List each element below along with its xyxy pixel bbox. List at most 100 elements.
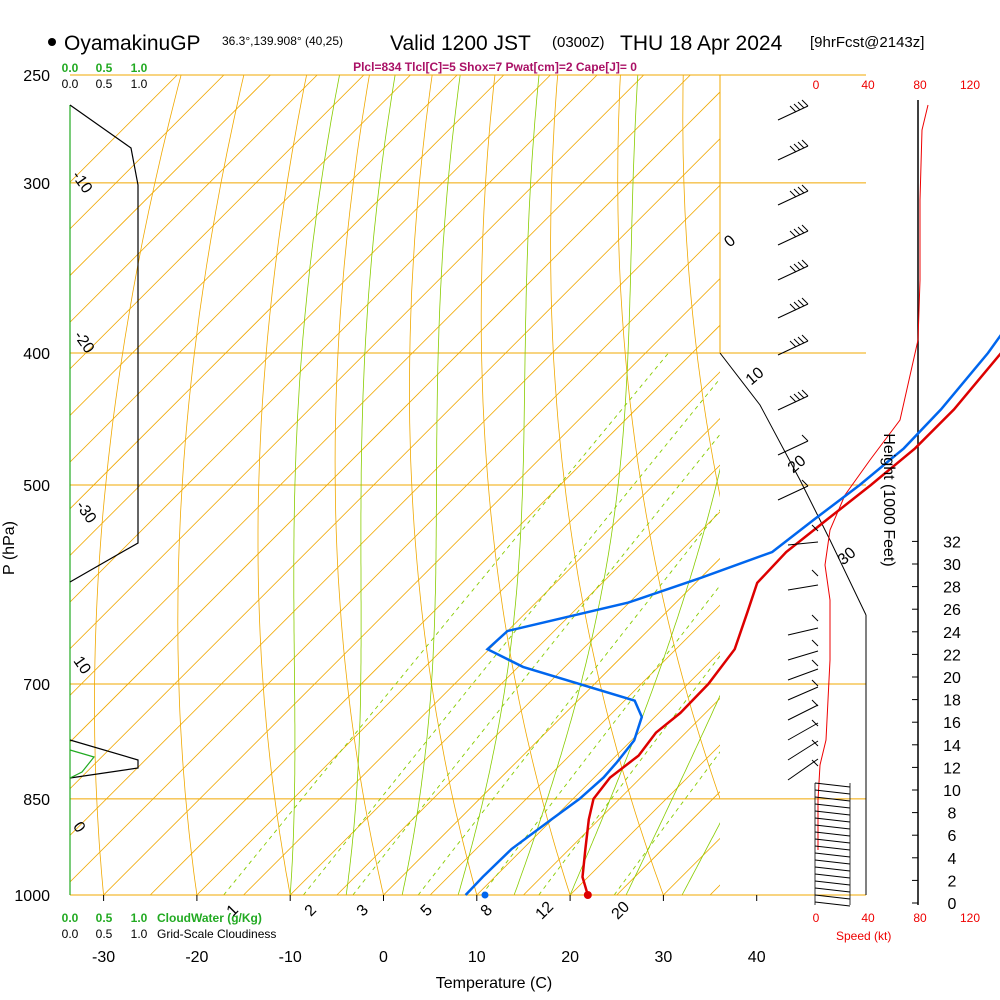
dry-adiabat: [257, 75, 308, 895]
wind-barb: [777, 99, 809, 121]
temperature-tick-label: 20: [561, 949, 579, 966]
speed-tick-top: 80: [913, 78, 927, 92]
isotherm-line: [196, 371, 720, 895]
isotherm-line: [70, 75, 271, 277]
temperature-tick-label: -30: [92, 949, 115, 966]
cloudwater-label: CloudWater (g/Kg): [157, 911, 262, 925]
cloudiness-tick-bottom: 1.0: [131, 927, 148, 941]
cloudwater-tick-bottom: 0.5: [96, 911, 113, 925]
isotherm-line: [70, 231, 720, 883]
dry-adiabat: [994, 51, 1000, 924]
height-tick-label: 4: [948, 851, 957, 868]
background-lines: [70, 51, 1000, 924]
height-tick-label: 0: [948, 896, 957, 913]
cloudiness-tick-top: 0.0: [62, 77, 79, 91]
isotherm-line: [70, 75, 691, 696]
wind-barb-low: [814, 824, 851, 830]
speed-tick-top: 40: [861, 78, 875, 92]
height-tick-label: 22: [943, 647, 961, 664]
isotherm-line: [149, 324, 720, 895]
isotherm-line: [243, 417, 720, 895]
temperature-tick-label: 10: [468, 949, 486, 966]
isotherm-line: [70, 75, 598, 603]
wind-barb-low: [814, 894, 851, 900]
isotherm-line: [70, 91, 720, 743]
moist-adiabat: [625, 694, 720, 895]
height-tick-label: 28: [943, 580, 961, 597]
pressure-tick-label: 700: [23, 677, 50, 694]
isotherm-line: [429, 604, 720, 895]
temperature-tick-label: 0: [379, 949, 388, 966]
cloudiness-profile: [69, 104, 139, 583]
temperature-line: [581, 352, 1000, 896]
height-tick-label: 2: [948, 873, 957, 890]
wind-barb: [777, 139, 809, 161]
height-tick-label: 8: [948, 806, 957, 823]
speed-tick-bottom: 80: [913, 911, 927, 925]
isotherm-line: [70, 75, 318, 323]
dry-adiabat: [94, 75, 182, 895]
speed-tick-bottom: 40: [861, 911, 875, 925]
wind-barb-low: [814, 796, 851, 802]
wind-barb-low: [814, 873, 851, 879]
speed-profile: [817, 104, 929, 850]
wind-barb: [787, 659, 819, 681]
pressure-tick-label: 250: [23, 68, 50, 85]
mixing-ratio-line: [538, 655, 720, 895]
dry-adiabat: [480, 75, 571, 895]
isotherm-line: [103, 278, 720, 895]
height-axis-label: Height (1000 Feet): [880, 433, 897, 566]
wind-barb-low: [814, 810, 851, 816]
isotherm-line: [70, 75, 551, 556]
isotherm-line: [70, 184, 720, 836]
isotherm-line: [523, 697, 720, 895]
mixing-ratio-label: 5: [418, 902, 436, 920]
wind-barb-low: [814, 859, 851, 865]
wind-barb: [787, 758, 819, 781]
wind-barb-low: [814, 852, 851, 858]
profiles: [464, 334, 1000, 899]
moist-adiabat: [569, 467, 720, 895]
wind-barb-low: [814, 901, 851, 907]
speed-tick-top: 120: [960, 78, 980, 92]
height-tick-label: 24: [943, 625, 961, 642]
station-name: OyamakinuGP: [64, 32, 201, 55]
dry-adiabat: [334, 75, 384, 895]
isotherm-line: [289, 464, 720, 895]
wind-barb: [777, 259, 809, 281]
isotherm-line: [70, 75, 411, 417]
cloudwater-tick-top: 1.0: [131, 61, 148, 75]
isotherm-line: [70, 138, 720, 790]
height-tick-label: 18: [943, 693, 961, 710]
mixing-ratio-line: [481, 584, 720, 895]
labels: OyamakinuGP 36.3°,139.908° (40,25) Valid…: [1, 32, 924, 992]
height-tick-label: 16: [943, 715, 961, 732]
wind-barb-low: [814, 838, 851, 844]
moist-adiabat: [289, 75, 340, 895]
isotherm-line: [70, 75, 458, 463]
temperature-tick-label: 40: [748, 949, 766, 966]
wind-barb: [787, 719, 819, 741]
wind-barb-low: [814, 845, 851, 851]
wind-barb: [777, 479, 809, 501]
speed-tick-bottom: 120: [960, 911, 980, 925]
mixing-ratio-label: 12: [533, 898, 558, 923]
wind-barb: [777, 434, 809, 456]
speed-tick-top: 0: [813, 78, 820, 92]
dry-adiabat: [409, 75, 478, 895]
wind-barb: [787, 614, 819, 636]
station-dot-icon: [48, 38, 56, 46]
height-tick-label: 30: [943, 557, 961, 574]
utc-time: (0300Z): [552, 34, 605, 51]
surface-temperature-dot: [583, 891, 592, 899]
pressure-tick-label: 500: [23, 478, 50, 495]
cloudiness-profile-low: [69, 739, 139, 779]
wind-barb-low: [814, 887, 851, 893]
pressure-tick-label: 1000: [14, 888, 50, 905]
isotherm-label: 10: [70, 653, 94, 677]
cloudiness-tick-bottom: 0.5: [96, 927, 113, 941]
dry-adiabat: [617, 75, 720, 800]
wind-barb: [787, 524, 819, 546]
cloudwater-tick-bottom: 1.0: [131, 911, 148, 925]
